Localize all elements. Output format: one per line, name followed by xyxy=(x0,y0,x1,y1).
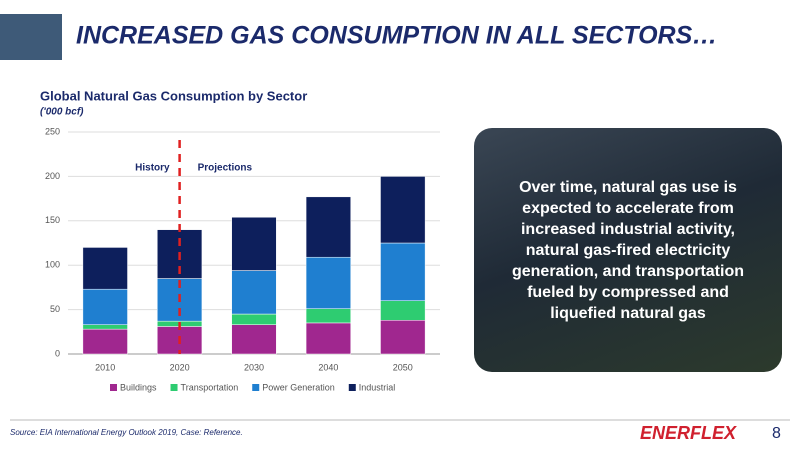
legend-label: Power Generation xyxy=(262,382,335,392)
y-tick-label: 150 xyxy=(45,215,60,225)
callout-box: Over time, natural gas use is expected t… xyxy=(474,128,782,372)
legend-label: Industrial xyxy=(359,382,396,392)
legend-swatch xyxy=(110,384,117,391)
source: Source: EIA International Energy Outlook… xyxy=(10,428,243,437)
bar-segment xyxy=(82,324,128,330)
x-tick-label: 2050 xyxy=(393,362,413,372)
title-accent xyxy=(0,14,62,60)
bar-segment xyxy=(380,300,426,321)
callout-text: Over time, natural gas use is expected t… xyxy=(511,178,744,322)
bar-segment xyxy=(231,324,277,355)
y-tick-label: 50 xyxy=(50,304,60,314)
bar-segment xyxy=(82,328,128,355)
chart-title: Global Natural Gas Consumption by Sector xyxy=(40,88,307,103)
page-number: 8 xyxy=(772,425,781,442)
bar-segment xyxy=(305,196,351,258)
chart-subtitle: ('000 bcf) xyxy=(40,107,84,118)
bar-segment xyxy=(231,216,277,271)
bar-segment xyxy=(231,270,277,315)
annotation: History xyxy=(135,163,170,174)
bar-segment xyxy=(305,322,351,355)
x-tick-label: 2040 xyxy=(318,362,338,372)
legend-swatch xyxy=(348,384,356,391)
x-tick-label: 2020 xyxy=(170,362,190,372)
legend-swatch xyxy=(252,384,260,391)
bar-segment xyxy=(82,288,128,325)
y-tick-label: 250 xyxy=(45,126,60,136)
logo: ENERFLEX xyxy=(640,423,737,443)
bar-segment xyxy=(305,308,351,324)
bar-segment xyxy=(380,242,426,301)
legend-swatch xyxy=(170,384,178,391)
bar-segment xyxy=(380,176,426,244)
bar-segment xyxy=(231,313,277,325)
y-tick-label: 0 xyxy=(55,348,60,358)
legend-label: Buildings xyxy=(120,382,157,392)
annotation: Projections xyxy=(198,163,253,174)
slide-title: INCREASED GAS CONSUMPTION IN ALL SECTORS… xyxy=(76,22,717,50)
bar-segment xyxy=(305,256,351,309)
y-tick-label: 100 xyxy=(45,260,60,270)
bar-segment xyxy=(380,320,426,355)
x-tick-label: 2030 xyxy=(244,362,264,372)
x-tick-label: 2010 xyxy=(95,362,115,372)
y-tick-label: 200 xyxy=(45,171,60,181)
legend-label: Transportation xyxy=(181,382,239,392)
bar-segment xyxy=(82,247,128,290)
